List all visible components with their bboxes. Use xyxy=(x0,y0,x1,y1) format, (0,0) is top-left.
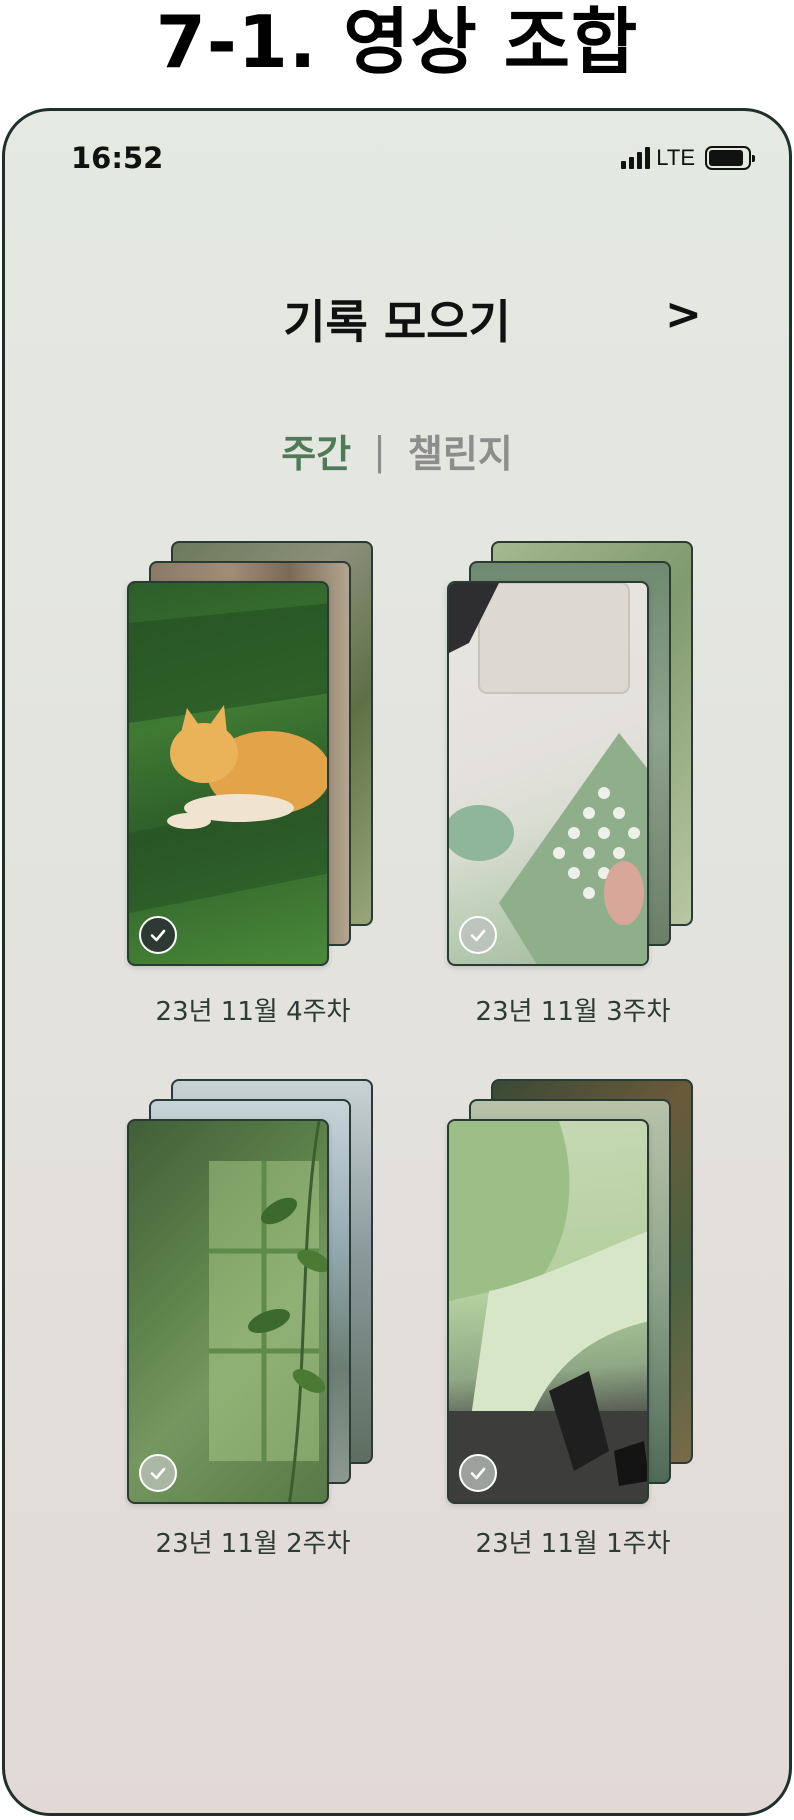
tab-challenge[interactable]: 챌린지 xyxy=(407,432,513,476)
select-check-icon[interactable] xyxy=(459,916,497,954)
phone-screen: 16:52 LTE 기록 모으기 > 주간 | 챌린지 xyxy=(2,108,792,1816)
network-label: LTE xyxy=(656,145,695,170)
album-card-week-1[interactable] xyxy=(447,1079,697,1504)
status-indicators: LTE xyxy=(621,145,755,171)
tab-separator: | xyxy=(373,428,386,473)
selected-check-icon[interactable] xyxy=(139,916,177,954)
tab-weekly[interactable]: 주간 xyxy=(281,432,352,476)
screen-title: 기록 모으기 xyxy=(283,295,511,349)
album-label: 23년 11월 2주차 xyxy=(155,1529,351,1559)
select-check-icon[interactable] xyxy=(139,1454,177,1492)
status-time: 16:52 xyxy=(71,141,164,175)
album-cover-photo xyxy=(447,1119,649,1504)
album-cover-photo xyxy=(447,581,649,966)
page-heading: 7-1. 영상 조합 xyxy=(155,0,639,84)
cat-illustration xyxy=(129,603,327,913)
album-cover-photo xyxy=(127,581,329,966)
battery-icon xyxy=(705,146,755,170)
tab-bar: 주간 | 챌린지 xyxy=(5,423,789,478)
album-card-week-2[interactable] xyxy=(127,1079,377,1504)
album-card-week-4[interactable] xyxy=(127,541,377,966)
album-label: 23년 11월 4주차 xyxy=(155,997,351,1027)
album-card-week-3[interactable] xyxy=(447,541,697,966)
outfit-illustration xyxy=(449,1121,647,1502)
keyboard-illustration xyxy=(449,583,647,964)
album-label: 23년 11월 3주차 xyxy=(475,997,671,1027)
plant-shadow-illustration xyxy=(129,1121,327,1502)
album-label: 23년 11월 1주차 xyxy=(475,1529,671,1559)
select-check-icon[interactable] xyxy=(459,1454,497,1492)
next-arrow-button[interactable]: > xyxy=(665,289,702,340)
album-cover-photo xyxy=(127,1119,329,1504)
signal-icon xyxy=(621,147,651,169)
